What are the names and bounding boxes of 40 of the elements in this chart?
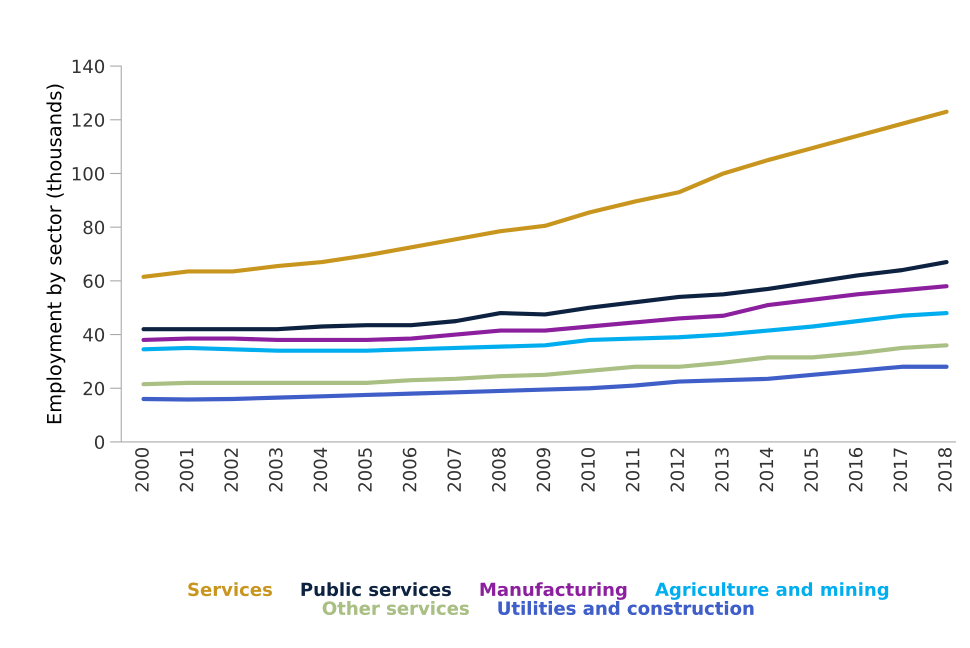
x-tick-label: 2005 — [358, 448, 372, 492]
line-series — [141, 310, 949, 353]
line-series — [141, 260, 949, 332]
y-tick-label: 80 — [84, 220, 104, 234]
line-series — [141, 284, 949, 342]
x-tick-label: 2009 — [536, 448, 550, 492]
x-tick-label: 2015 — [804, 448, 818, 492]
y-axis-title: Employment by sector (thousands) — [46, 84, 66, 424]
x-tick-label: 2014 — [760, 448, 774, 492]
y-tick-label: 120 — [72, 113, 104, 127]
x-tick-label: 2016 — [848, 448, 863, 492]
x-tick-label: 2004 — [314, 448, 328, 492]
line-series — [141, 343, 949, 386]
x-tick-label: 2012 — [670, 448, 684, 492]
text: Utilities and construction — [498, 601, 754, 615]
line-series — [141, 110, 949, 279]
x-tick-label: 2013 — [715, 448, 729, 492]
x-tick-label: 2017 — [894, 448, 908, 492]
text: Public services — [302, 582, 451, 596]
x-tick-label: 2003 — [268, 448, 283, 492]
text: Services — [188, 582, 272, 596]
x-tick-label: 2018 — [938, 448, 952, 492]
x-tick-label: 2008 — [492, 448, 506, 492]
y-tick-label: 60 — [84, 274, 104, 288]
y-tick-label: 20 — [84, 382, 104, 396]
x-tick-label: 2000 — [135, 448, 149, 492]
x-tick-label: 2002 — [224, 448, 238, 492]
text: Manufacturing — [480, 582, 626, 600]
text: Agriculture and mining — [655, 582, 888, 600]
x-tick-label: 2006 — [402, 448, 416, 492]
x-tick-label: 2011 — [626, 448, 640, 492]
y-tick-label: 40 — [83, 328, 104, 342]
y-tick-label: 100 — [72, 166, 104, 181]
x-tick-label: 2010 — [581, 448, 595, 492]
x-tick-label: 2007 — [447, 448, 462, 492]
y-tick-label: 140 — [72, 60, 104, 74]
y-tick-label: 0 — [94, 435, 104, 450]
text: Other services — [322, 601, 469, 615]
x-tick-label: 2001 — [180, 448, 194, 492]
line-series — [141, 364, 949, 402]
